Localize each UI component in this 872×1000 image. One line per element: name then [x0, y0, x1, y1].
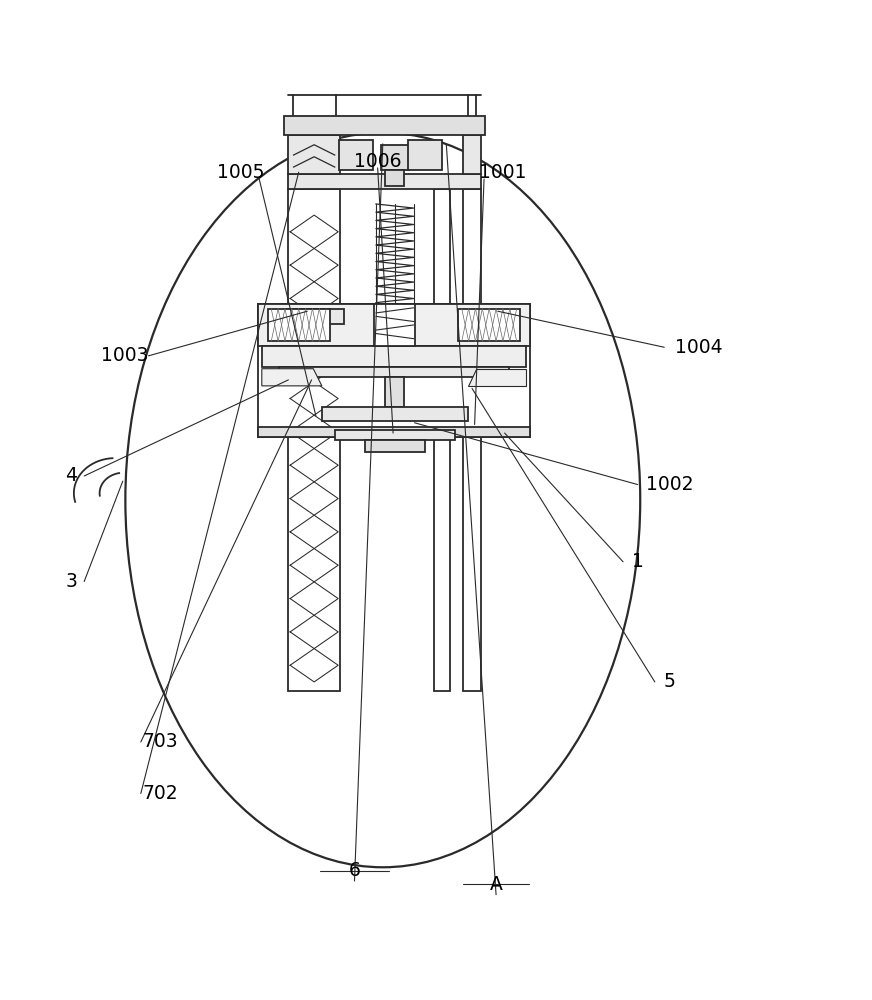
Bar — [284, 116, 485, 135]
Bar — [262, 346, 526, 367]
Text: 1: 1 — [631, 552, 644, 571]
Text: 5: 5 — [664, 672, 675, 691]
Bar — [335, 430, 455, 440]
Bar — [289, 174, 480, 189]
Bar — [381, 145, 409, 170]
Bar — [459, 309, 520, 341]
Bar — [289, 189, 340, 691]
Bar — [339, 140, 373, 170]
Bar — [385, 170, 405, 186]
Bar — [408, 140, 442, 170]
Polygon shape — [262, 369, 322, 386]
Bar — [289, 135, 340, 174]
Bar — [284, 309, 344, 324]
Ellipse shape — [126, 133, 640, 867]
Bar — [279, 367, 509, 377]
Bar — [374, 304, 415, 346]
Text: 4: 4 — [65, 466, 78, 485]
Text: 1006: 1006 — [354, 152, 401, 171]
Bar — [257, 304, 530, 437]
Bar — [463, 189, 480, 691]
Text: A: A — [490, 875, 502, 894]
Text: 702: 702 — [142, 784, 178, 803]
Bar — [364, 440, 425, 452]
Bar — [322, 407, 467, 421]
Bar — [257, 427, 530, 437]
Bar — [434, 189, 450, 691]
Polygon shape — [467, 369, 526, 386]
Text: 1002: 1002 — [646, 475, 694, 494]
Text: 1001: 1001 — [480, 163, 527, 182]
Text: 703: 703 — [142, 732, 178, 751]
Text: 1004: 1004 — [675, 338, 722, 357]
Bar — [463, 135, 480, 174]
Bar — [385, 377, 405, 407]
Bar — [268, 309, 330, 341]
Text: 3: 3 — [65, 572, 77, 591]
Text: 1003: 1003 — [101, 346, 149, 365]
Bar — [257, 304, 530, 346]
Text: 6: 6 — [349, 861, 360, 880]
Text: 1005: 1005 — [216, 163, 264, 182]
